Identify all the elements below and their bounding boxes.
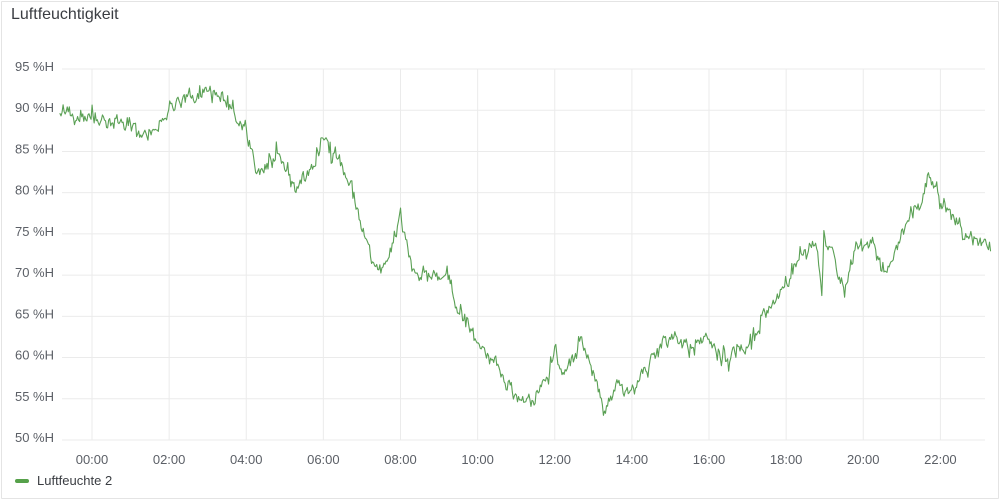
svg-text:04:00: 04:00 xyxy=(230,452,263,467)
svg-text:02:00: 02:00 xyxy=(153,452,186,467)
svg-text:14:00: 14:00 xyxy=(616,452,649,467)
svg-text:70 %H: 70 %H xyxy=(15,265,54,280)
svg-text:06:00: 06:00 xyxy=(307,452,340,467)
svg-text:50 %H: 50 %H xyxy=(15,430,54,445)
svg-text:22:00: 22:00 xyxy=(924,452,957,467)
svg-text:00:00: 00:00 xyxy=(76,452,109,467)
svg-text:95 %H: 95 %H xyxy=(15,59,54,74)
svg-text:18:00: 18:00 xyxy=(770,452,803,467)
svg-text:75 %H: 75 %H xyxy=(15,224,54,239)
svg-text:55 %H: 55 %H xyxy=(15,389,54,404)
svg-text:10:00: 10:00 xyxy=(461,452,494,467)
svg-text:65 %H: 65 %H xyxy=(15,306,54,321)
svg-text:90 %H: 90 %H xyxy=(15,100,54,115)
svg-text:20:00: 20:00 xyxy=(847,452,880,467)
svg-text:85 %H: 85 %H xyxy=(15,141,54,156)
svg-text:08:00: 08:00 xyxy=(384,452,417,467)
svg-text:12:00: 12:00 xyxy=(538,452,571,467)
svg-text:60 %H: 60 %H xyxy=(15,348,54,363)
svg-text:80 %H: 80 %H xyxy=(15,183,54,198)
svg-text:16:00: 16:00 xyxy=(693,452,726,467)
